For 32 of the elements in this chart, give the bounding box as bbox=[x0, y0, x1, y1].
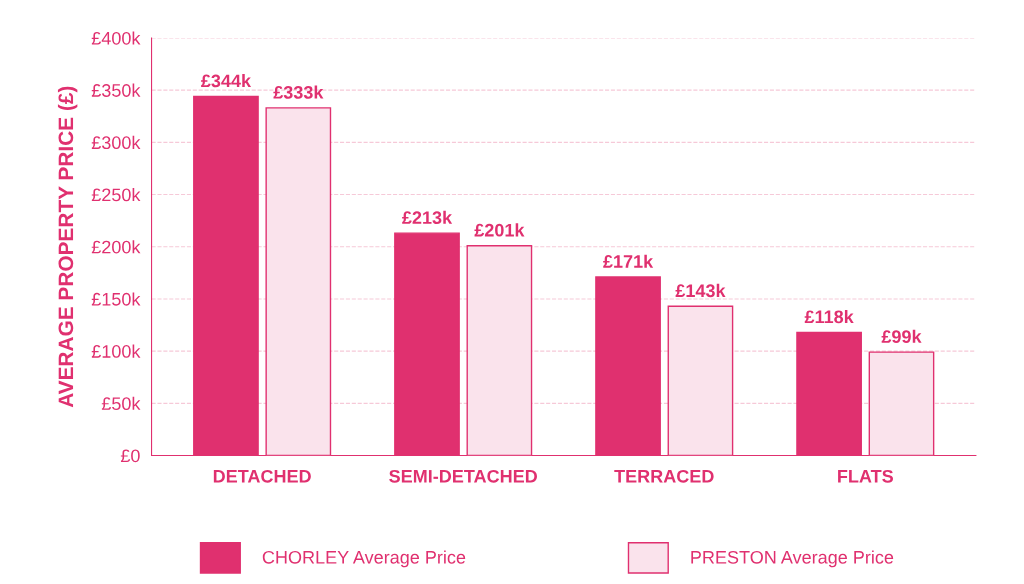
y-tick-label: £400k bbox=[91, 31, 141, 45]
bar bbox=[394, 232, 460, 456]
data-label: £213k bbox=[402, 210, 453, 225]
bar bbox=[667, 305, 734, 456]
y-tick-label: £0 bbox=[120, 449, 140, 463]
bar bbox=[796, 331, 862, 456]
y-tick-label: £200k bbox=[91, 240, 141, 254]
y-tick-label: £100k bbox=[91, 344, 141, 358]
bar bbox=[265, 107, 332, 456]
data-label: £333k bbox=[273, 85, 324, 99]
data-label: £344k bbox=[201, 74, 252, 88]
legend-label: CHORLEY Average Price bbox=[262, 550, 466, 568]
bar bbox=[868, 351, 935, 456]
y-tick-label: £150k bbox=[91, 292, 141, 306]
data-label: £118k bbox=[804, 309, 854, 324]
x-tick-label: FLATS bbox=[838, 469, 894, 483]
x-tick-label: DETACHED bbox=[213, 469, 311, 483]
y-tick-label: £350k bbox=[91, 83, 141, 97]
bar bbox=[193, 95, 259, 456]
data-label: £201k bbox=[474, 223, 525, 237]
legend-label: PRESTON Average Price bbox=[691, 550, 894, 568]
data-label: £143k bbox=[675, 283, 726, 298]
x-tick-label: TERRACED bbox=[614, 469, 714, 483]
y-tick-label: £250k bbox=[91, 188, 141, 202]
x-tick-label: SEMI-DETACHED bbox=[389, 469, 537, 483]
y-tick-label: £50k bbox=[101, 396, 141, 411]
bar bbox=[466, 245, 533, 456]
data-label: £99k bbox=[881, 329, 922, 344]
bar bbox=[595, 276, 661, 456]
data-label: £171k bbox=[603, 254, 654, 268]
y-axis-title: AVERAGE PROPERTY PRICE (£) bbox=[57, 86, 78, 408]
y-tick-label: £300k bbox=[91, 135, 141, 150]
